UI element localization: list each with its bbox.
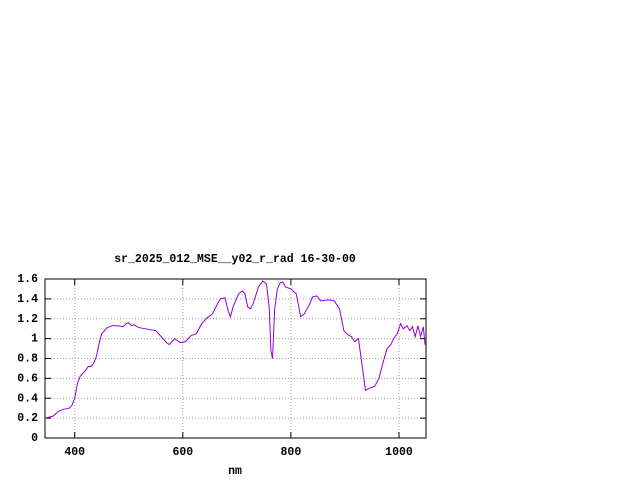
y-tick-label: 1.4	[17, 293, 38, 306]
y-tick-label: 0.4	[17, 392, 38, 405]
plot-frame	[44, 278, 427, 439]
x-tick-label: 800	[281, 446, 302, 459]
chart-title: sr_2025_012_MSE__y02_r_rad 16-30-00	[114, 253, 356, 266]
y-tick-label: 0.2	[17, 412, 38, 425]
x-tick-label: 600	[172, 446, 193, 459]
x-tick-label: 400	[64, 446, 85, 459]
y-tick-label: 0.6	[17, 372, 38, 385]
x-tick-label: 1000	[385, 446, 413, 459]
y-tick-label: 0	[31, 432, 38, 445]
y-tick-label: 1.2	[17, 313, 38, 326]
y-tick-label: 1	[31, 333, 38, 346]
x-axis-label: nm	[228, 465, 242, 478]
data-line	[44, 280, 427, 419]
y-tick-label: 0.8	[17, 353, 38, 366]
y-tick-label: 1.6	[17, 273, 38, 286]
